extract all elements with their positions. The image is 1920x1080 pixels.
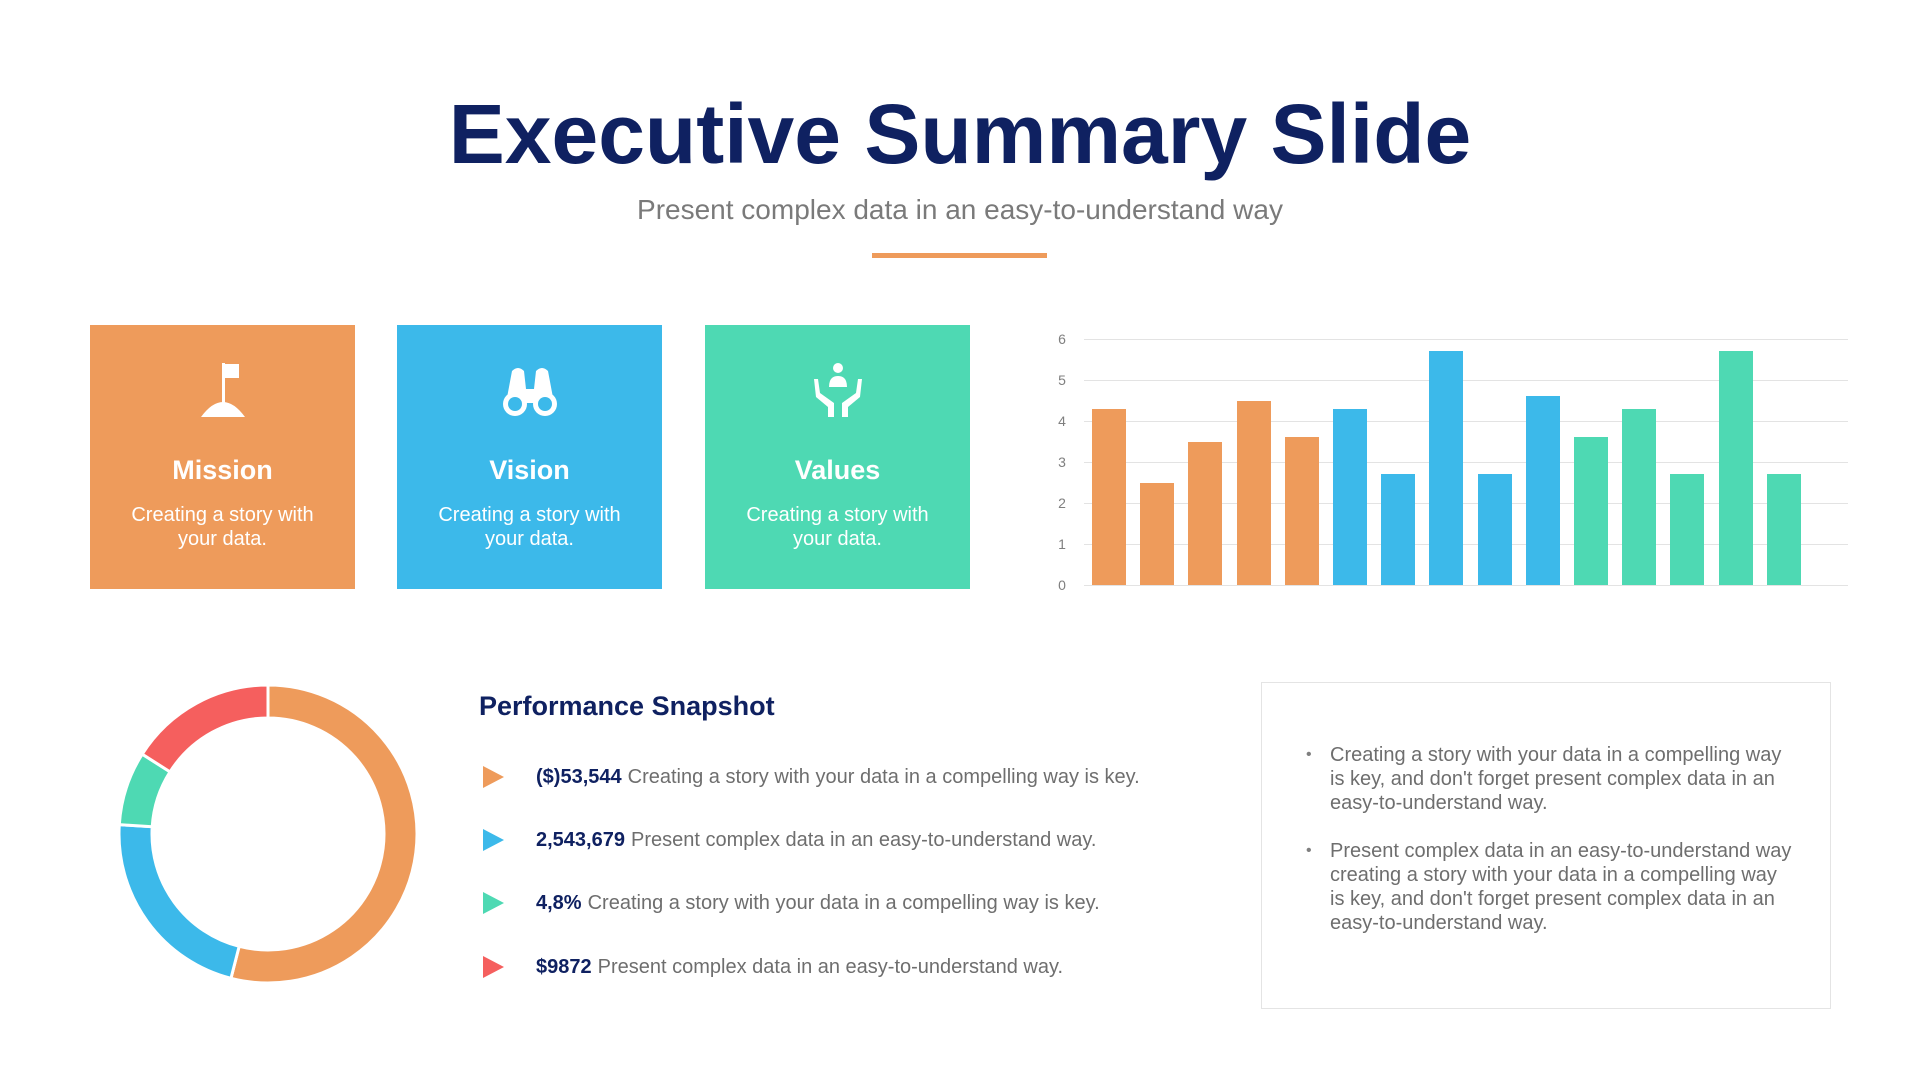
- chart-bar: [1477, 474, 1512, 585]
- snapshot-text: Creating a story with your data in a com…: [627, 765, 1140, 788]
- chart-gridline: [1084, 421, 1848, 422]
- chart-gridline: [1084, 462, 1848, 463]
- chart-bar: [1333, 408, 1367, 585]
- donut-slice: [229, 683, 419, 985]
- bullet-dot-icon: •: [1306, 842, 1312, 859]
- notes-list: • Creating a story with your data in a co…: [1306, 743, 1796, 959]
- bullet-dot-icon: •: [1306, 746, 1312, 763]
- chart-bar: [1140, 482, 1175, 585]
- triangle-bullet-icon: [483, 766, 504, 788]
- snapshot-text: Present complex data in an easy-to-under…: [597, 955, 1064, 978]
- snapshot-row: 2,543,679 Present complex data in an eas…: [483, 825, 1096, 855]
- page-title: Executive Summary Slide: [448, 87, 1472, 181]
- chart-bar: [1188, 441, 1223, 585]
- card-title: Values: [794, 455, 881, 485]
- card-description: Creating a story with your data.: [438, 504, 621, 550]
- snapshot-text: Creating a story with your data in a com…: [587, 891, 1100, 914]
- flag-on-hill-icon: [90, 359, 355, 423]
- chart-bar: [1622, 408, 1657, 585]
- notes-box: • Creating a story with your data in a co…: [1261, 682, 1831, 1009]
- chart-gridline: [1084, 503, 1848, 504]
- y-axis-tick-label: 0: [1058, 577, 1066, 593]
- chart-bar: [1525, 396, 1560, 585]
- performance-snapshot-heading: Performance Snapshot: [479, 691, 775, 721]
- page-subtitle: Present complex data in an easy-to-under…: [637, 194, 1283, 225]
- y-axis-tick-label: 1: [1058, 536, 1066, 552]
- chart-gridline: [1084, 585, 1848, 586]
- chart-bar: [1236, 400, 1271, 585]
- notes-bullet-text: Present complex data in an easy-to-under…: [1330, 840, 1792, 934]
- triangle-bullet-icon: [483, 829, 504, 851]
- chart-bar: [1766, 474, 1801, 585]
- chart-bar: [1092, 408, 1126, 585]
- snapshot-value: ($)53,544: [536, 765, 622, 788]
- hands-holding-person-icon: [705, 359, 970, 423]
- snapshot-value: $9872: [536, 955, 592, 978]
- card-title: Vision: [489, 455, 570, 485]
- y-axis-tick-label: 3: [1058, 454, 1066, 470]
- y-axis-tick-label: 6: [1058, 331, 1066, 347]
- card-description: Creating a story with your data.: [746, 504, 929, 550]
- snapshot-row: 4,8% Creating a story with your data in …: [483, 888, 1100, 918]
- chart-bar: [1429, 351, 1464, 585]
- snapshot-row: $9872 Present complex data in an easy-to…: [483, 952, 1063, 982]
- snapshot-value: 2,543,679: [536, 828, 625, 851]
- y-axis-tick-label: 5: [1058, 372, 1066, 388]
- bar-chart: 0 1 2 3 4 5 6: [1040, 320, 1848, 610]
- donut-chart: [117, 683, 419, 985]
- triangle-bullet-icon: [483, 892, 504, 914]
- notes-bullet-text: Creating a story with your data in a com…: [1330, 744, 1782, 814]
- chart-bar: [1381, 474, 1416, 585]
- mission-card: Mission Creating a story with your data.: [90, 325, 355, 589]
- snapshot-text: Present complex data in an easy-to-under…: [630, 828, 1097, 851]
- snapshot-row: ($)53,544 Creating a story with your dat…: [483, 762, 1140, 792]
- y-axis-tick-label: 2: [1058, 495, 1066, 511]
- donut-slice: [140, 683, 270, 774]
- chart-gridline: [1084, 544, 1848, 545]
- values-card: Values Creating a story with your data.: [705, 325, 970, 589]
- notes-bullet: • Present complex data in an easy-to-unde…: [1306, 839, 1796, 935]
- chart-gridline: [1084, 339, 1848, 340]
- card-title: Mission: [172, 455, 273, 485]
- binoculars-icon: [397, 359, 662, 423]
- chart-bar: [1284, 437, 1319, 585]
- chart-gridline: [1084, 380, 1848, 381]
- donut-slice: [117, 823, 241, 981]
- title-divider: [872, 253, 1047, 258]
- y-axis-tick-label: 4: [1058, 413, 1066, 429]
- snapshot-value: 4,8%: [536, 891, 582, 914]
- chart-bar: [1574, 437, 1608, 585]
- triangle-bullet-icon: [483, 956, 504, 978]
- chart-bar: [1670, 474, 1705, 585]
- chart-bar: [1718, 351, 1753, 585]
- card-description: Creating a story with your data.: [131, 504, 314, 550]
- vision-card: Vision Creating a story with your data.: [397, 325, 662, 589]
- notes-bullet: • Creating a story with your data in a co…: [1306, 743, 1796, 815]
